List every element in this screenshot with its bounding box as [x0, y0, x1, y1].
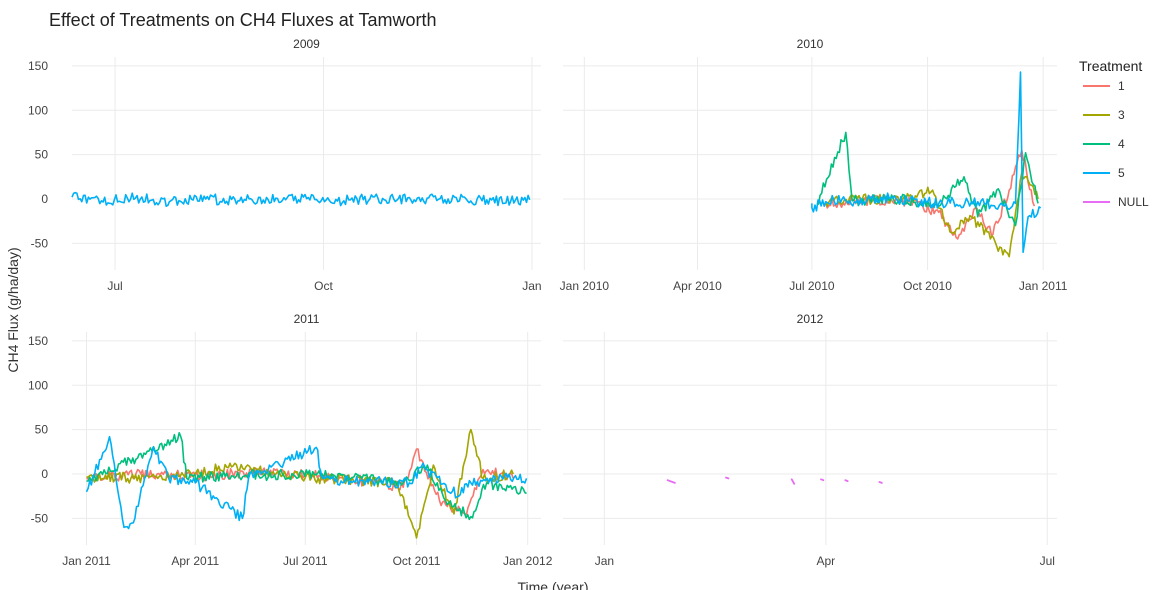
series-segment-NULL: [878, 481, 883, 484]
series-line-3: [86, 428, 514, 539]
series-line-5: [85, 435, 528, 530]
x-tick-label: Jan 2011: [1019, 279, 1068, 293]
panel-2011: 2011 -50 0 50 100 150 Jan 2011 Apr 2011 Jul 2011…: [28, 312, 553, 568]
y-tick-label: -50: [31, 236, 49, 250]
panel-label: 2011: [294, 312, 320, 326]
y-tick-label: 0: [41, 467, 48, 481]
legend-item-1[interactable]: 1: [1083, 79, 1125, 93]
panel-2010: 2010 Jan 2010 Apr 2010 Jul 2010 Oct 2010 Jan …: [560, 37, 1068, 293]
legend-title: Treatment: [1079, 58, 1142, 74]
legend[interactable]: 1 3 4 5 NULL: [1083, 79, 1149, 209]
x-axis-title: Time (year): [517, 579, 588, 590]
x-tick-label: Jul 2011: [283, 554, 328, 568]
x-tick-label: Oct 2010: [903, 279, 952, 293]
panel-2012: 2012 Jan Apr Jul: [563, 312, 1057, 568]
legend-label: 3: [1118, 108, 1125, 122]
y-tick-label: 100: [28, 103, 48, 117]
y-axis-title: CH4 Flux (g/ha/day): [5, 247, 21, 372]
legend-label: NULL: [1118, 195, 1149, 209]
x-tick-label: Jul 2010: [789, 279, 835, 293]
y-tick-label: 150: [28, 59, 48, 73]
x-tick-label: Jan: [522, 279, 541, 293]
series-line-4: [86, 432, 527, 521]
legend-label: 5: [1118, 166, 1125, 180]
y-tick-label: -50: [31, 511, 49, 525]
panel-label: 2010: [797, 37, 824, 51]
y-tick-label: 50: [35, 423, 49, 437]
legend-item-3[interactable]: 3: [1083, 108, 1125, 122]
series-line-1: [824, 149, 1036, 240]
series-segment-NULL: [844, 479, 849, 482]
panel-label: 2009: [293, 37, 320, 51]
series-segment-NULL: [820, 478, 825, 482]
x-tick-label: Jan: [595, 554, 614, 568]
x-tick-label: Oct: [314, 279, 333, 293]
legend-label: 4: [1118, 137, 1125, 151]
panel-2009: 2009 -50 0 50 100 150 Jul Oct Jan: [28, 37, 542, 293]
panel-label: 2012: [797, 312, 824, 326]
legend-item-5[interactable]: 5: [1083, 166, 1125, 180]
chart-panels: 2009 -50 0 50 100 150 Jul Oct Jan 2010 Jan 2010 Apr…: [28, 37, 1068, 568]
x-tick-label: Jan 2012: [503, 554, 553, 568]
x-tick-label: Jan 2011: [62, 554, 111, 568]
legend-item-NULL[interactable]: NULL: [1083, 195, 1149, 209]
y-tick-label: 50: [35, 148, 49, 162]
legend-item-4[interactable]: 4: [1083, 137, 1125, 151]
series-line-5: [811, 71, 1042, 254]
x-tick-label: Apr: [816, 554, 835, 568]
y-tick-label: 100: [28, 378, 48, 392]
x-tick-label: Apr 2010: [673, 279, 722, 293]
x-tick-label: Apr 2011: [171, 554, 219, 568]
legend-label: 1: [1118, 79, 1125, 93]
x-tick-label: Oct 2011: [393, 554, 441, 568]
series-line-3: [824, 171, 1039, 258]
series-segment-NULL: [790, 478, 796, 485]
y-tick-label: 150: [28, 334, 48, 348]
series-segment-NULL: [725, 476, 730, 480]
x-tick-label: Jul: [107, 279, 122, 293]
x-tick-label: Jan 2010: [560, 279, 610, 293]
series-segment-NULL: [666, 479, 676, 484]
chart-title: Effect of Treatments on CH4 Fluxes at Ta…: [49, 10, 437, 30]
y-tick-label: 0: [41, 192, 48, 206]
x-tick-label: Jul: [1040, 554, 1055, 568]
series-line-5: [71, 191, 531, 207]
